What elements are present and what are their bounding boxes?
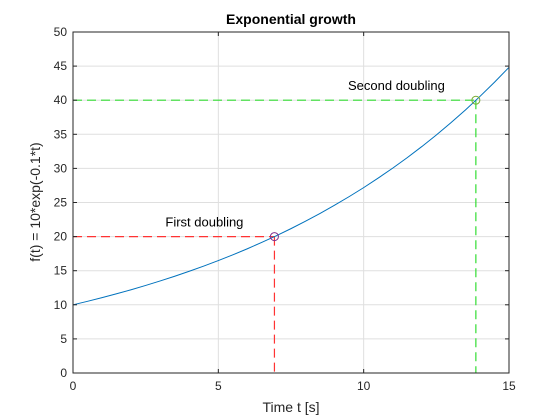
x-axis-label: Time t [s] (262, 399, 319, 415)
x-tick-label: 10 (357, 379, 371, 393)
y-axis-label: f(t) = 10*exp(-0.1*t) (27, 142, 43, 261)
y-tick-label: 50 (54, 25, 68, 39)
annotation-1: First doubling (165, 215, 243, 230)
y-tick-label: 20 (54, 230, 68, 244)
y-tick-label: 15 (54, 264, 68, 278)
y-tick-label: 45 (54, 59, 68, 73)
y-tick-label: 0 (60, 366, 67, 380)
annotations: First doubling Second doubling (165, 78, 444, 229)
y-tick-label: 40 (54, 93, 68, 107)
y-tick-label: 25 (54, 196, 68, 210)
series-line (72, 66, 510, 306)
x-tick-label: 15 (502, 379, 516, 393)
y-tick-label: 35 (54, 127, 68, 141)
y-tick-label: 10 (54, 298, 68, 312)
doubling-marker-1 (269, 232, 279, 242)
ticks (72, 31, 510, 374)
y-tick-label: 5 (60, 332, 67, 346)
series-layer (72, 66, 510, 306)
chart-title: Exponential growth (226, 11, 356, 27)
tick-labels: 0 5 10 15 0 5 10 15 20 25 30 35 40 45 50 (54, 25, 516, 393)
annotation-2: Second doubling (348, 78, 445, 93)
guide-lines (73, 99, 477, 373)
doubling-marker-2 (471, 95, 481, 105)
x-tick-label: 5 (215, 379, 222, 393)
x-tick-label: 0 (70, 379, 77, 393)
marker-layer (269, 95, 481, 242)
y-tick-label: 30 (54, 161, 68, 175)
